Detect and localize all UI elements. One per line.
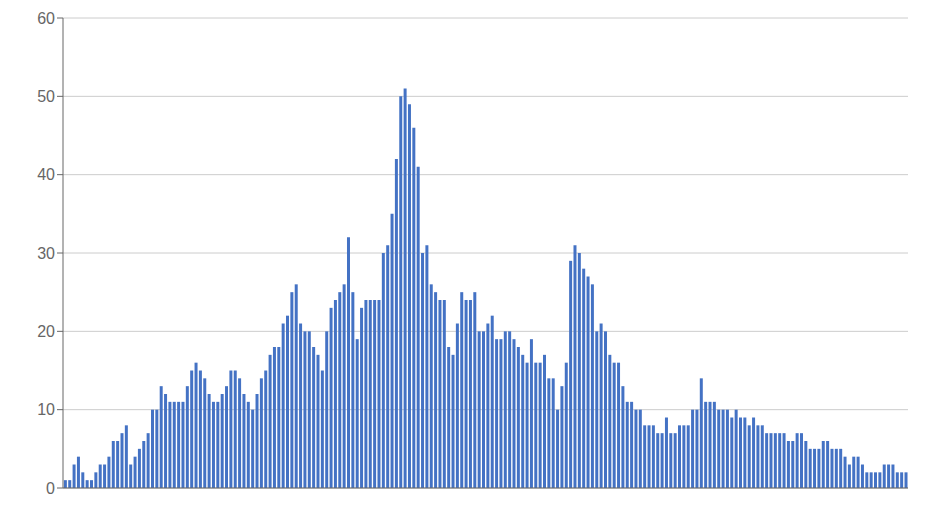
svg-text:50: 50 (37, 88, 55, 105)
svg-text:40: 40 (37, 166, 55, 183)
svg-text:20: 20 (37, 323, 55, 340)
svg-text:60: 60 (37, 10, 55, 27)
svg-text:0: 0 (46, 480, 55, 497)
svg-text:10: 10 (37, 401, 55, 418)
svg-text:30: 30 (37, 245, 55, 262)
